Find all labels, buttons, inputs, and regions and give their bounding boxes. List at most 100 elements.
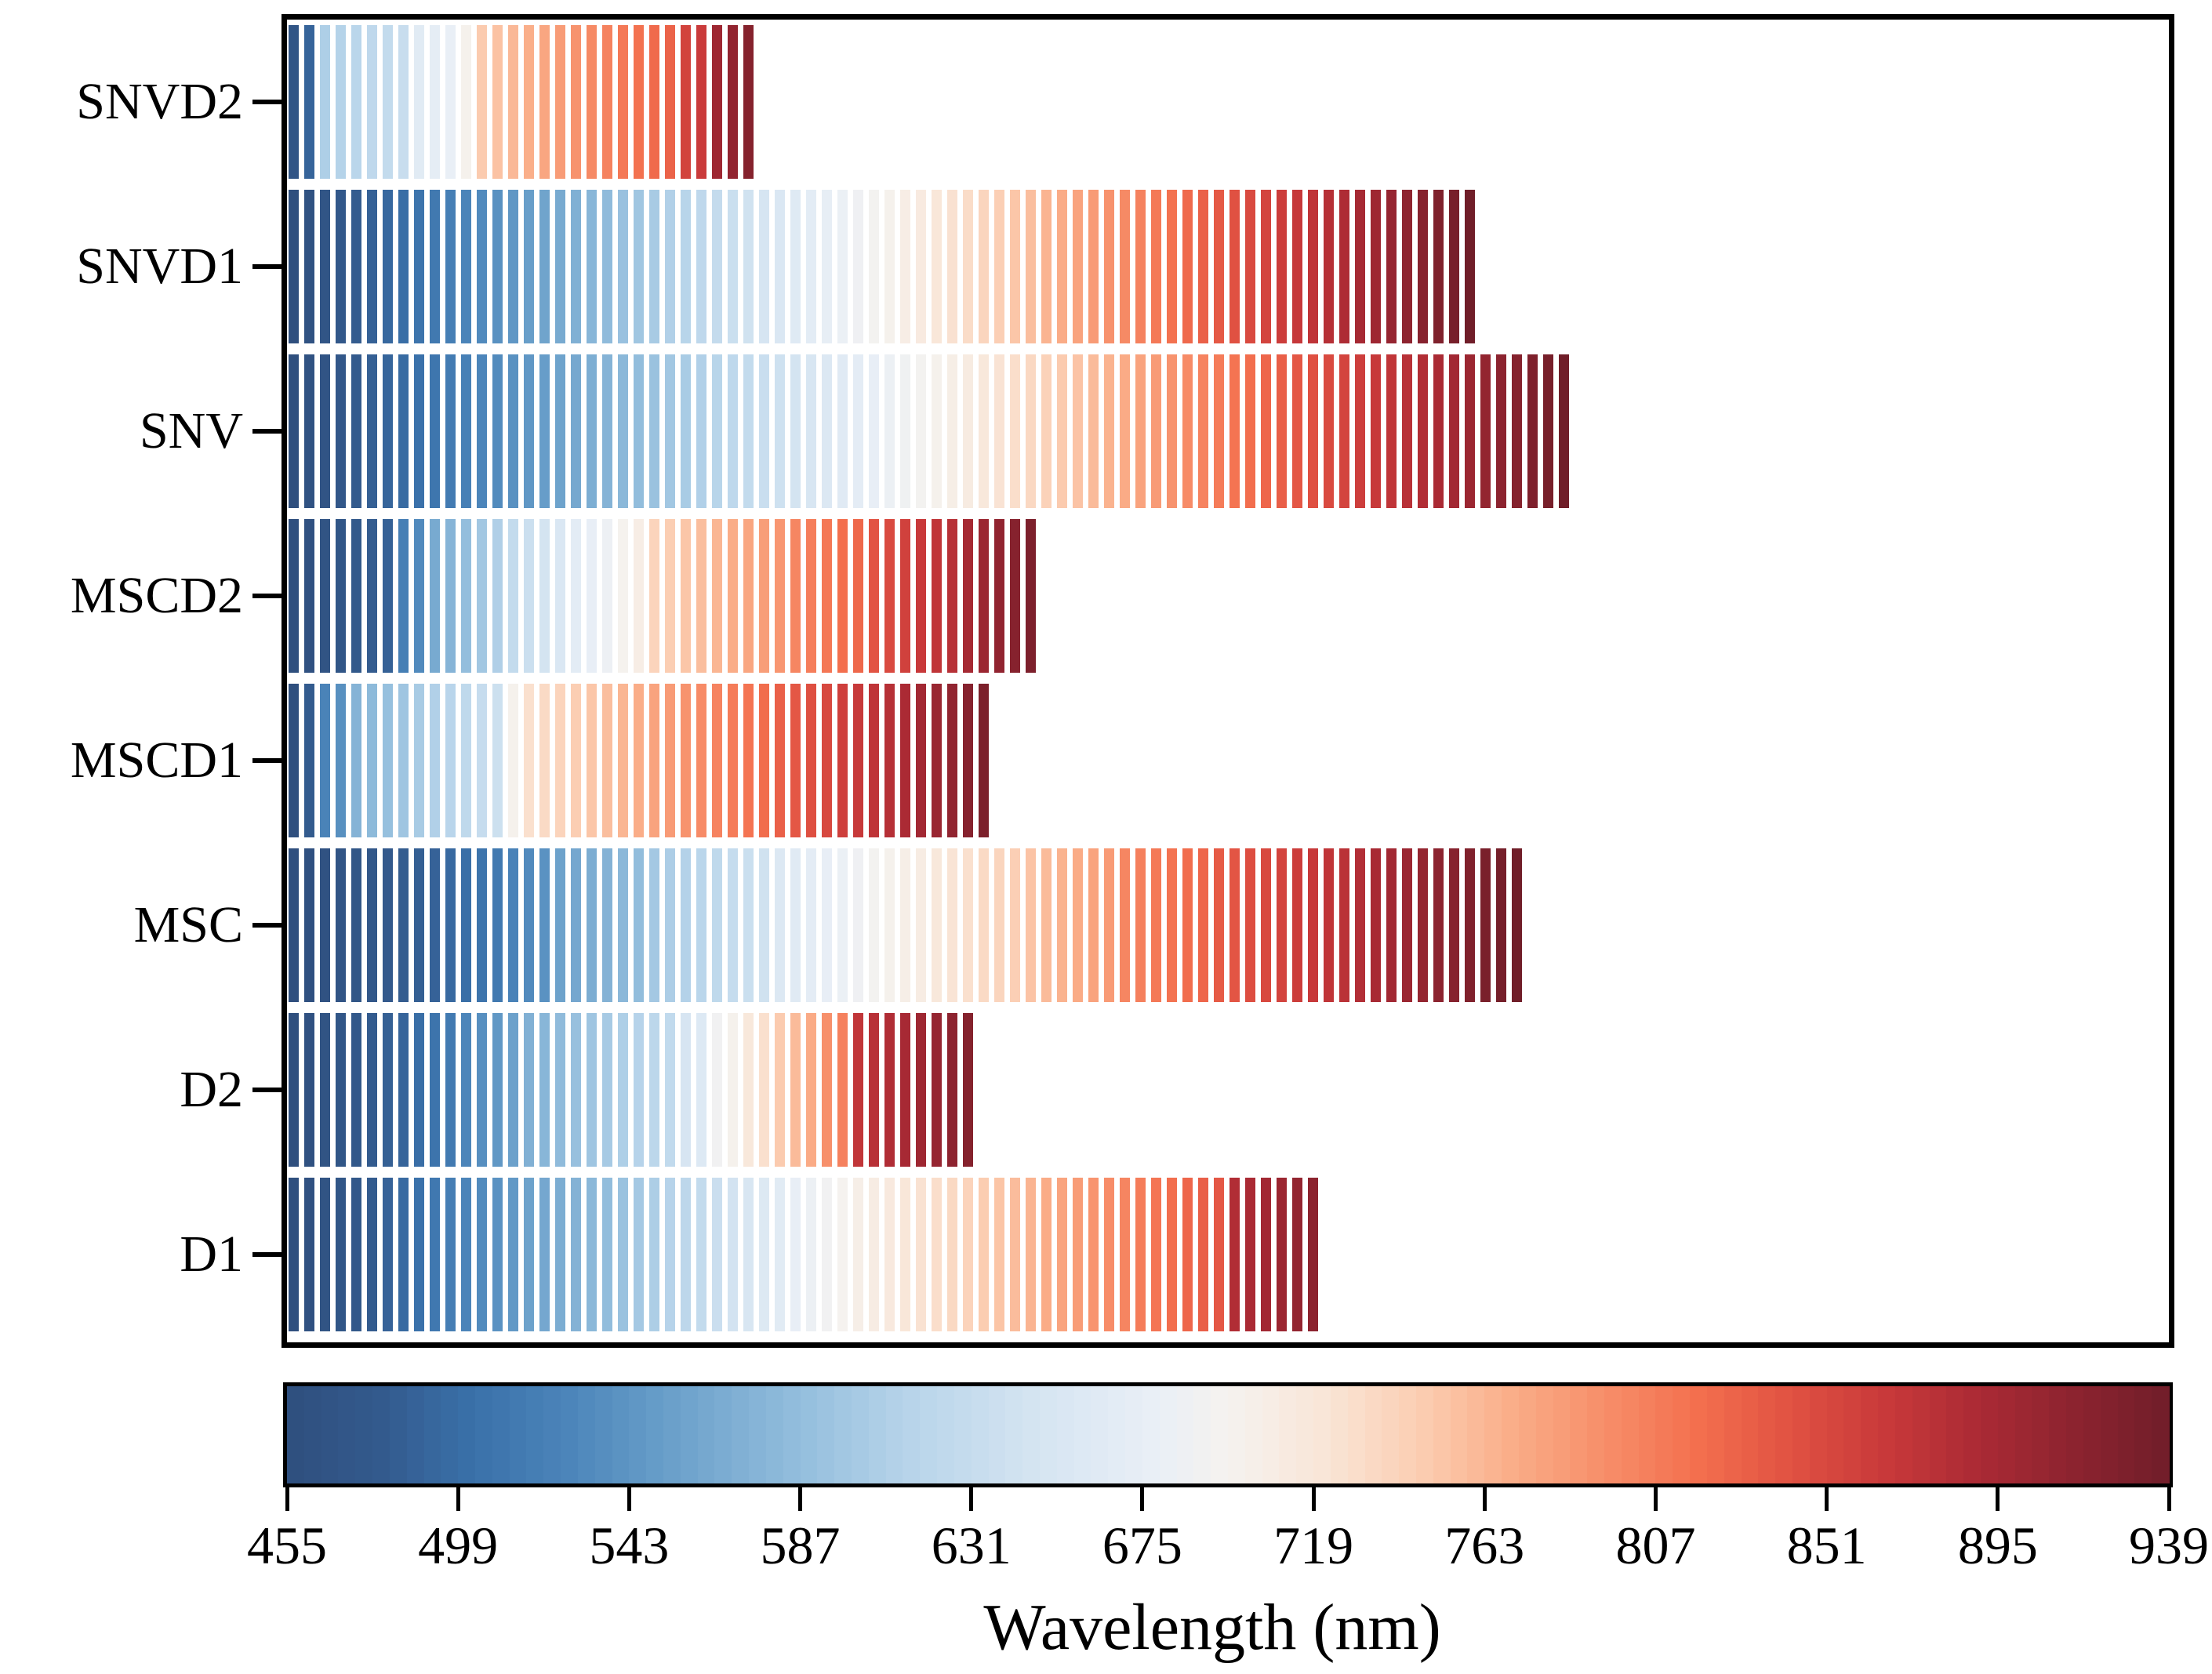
wavelength-stripe xyxy=(790,354,801,508)
wavelength-stripe xyxy=(320,848,330,1002)
wavelength-stripe xyxy=(916,354,926,508)
wavelength-stripe xyxy=(900,519,910,673)
wavelength-stripe xyxy=(1543,354,1553,508)
wavelength-stripe xyxy=(1277,1178,1287,1331)
wavelength-stripe xyxy=(1229,848,1240,1002)
wavelength-stripe xyxy=(743,684,754,837)
wavelength-stripe xyxy=(398,190,409,343)
wavelength-stripe xyxy=(1057,848,1067,1002)
wavelength-stripe xyxy=(445,519,456,673)
wavelength-stripe xyxy=(555,684,565,837)
wavelength-stripe xyxy=(508,25,518,179)
wavelength-stripe xyxy=(1308,1178,1318,1331)
wavelength-stripe xyxy=(837,519,848,673)
wavelength-stripe xyxy=(696,25,706,179)
wavelength-stripe xyxy=(1088,1178,1099,1331)
colorbar-segment xyxy=(441,1386,459,1483)
wavelength-stripe xyxy=(759,848,769,1002)
colorbar-segment xyxy=(1073,1386,1092,1483)
colorbar-segment xyxy=(1741,1386,1759,1483)
y-axis-label-msc: MSC xyxy=(133,896,243,953)
wavelength-stripe xyxy=(1386,848,1397,1002)
wavelength-stripe xyxy=(790,1013,801,1167)
wavelength-stripe xyxy=(320,354,330,508)
wavelength-stripe xyxy=(806,684,816,837)
colorbar-segment xyxy=(1467,1386,1485,1483)
wavelength-stripe xyxy=(398,1013,409,1167)
wavelength-stripe xyxy=(728,519,738,673)
colorbar-segment xyxy=(680,1386,699,1483)
wavelength-stripe xyxy=(477,25,487,179)
wavelength-stripe xyxy=(1167,848,1177,1002)
wavelength-stripe xyxy=(1198,1178,1208,1331)
wavelength-stripe xyxy=(1088,848,1099,1002)
wavelength-stripe xyxy=(1324,190,1334,343)
wavelength-stripe xyxy=(320,1178,330,1331)
wavelength-stripe xyxy=(618,848,628,1002)
colorbar-segment xyxy=(834,1386,852,1483)
wavelength-stripe xyxy=(1214,1178,1224,1331)
wavelength-stripe xyxy=(555,25,565,179)
wavelength-stripe xyxy=(649,1013,659,1167)
colorbar-segment xyxy=(1706,1386,1725,1483)
wavelength-stripe xyxy=(1151,190,1161,343)
wavelength-stripe xyxy=(1182,190,1193,343)
wavelength-stripe xyxy=(398,1178,409,1331)
wavelength-stripe xyxy=(571,519,581,673)
wavelength-stripe xyxy=(1261,1178,1271,1331)
colorbar-tick-label: 939 xyxy=(2129,1516,2209,1575)
wavelength-stripe xyxy=(571,848,581,1002)
wavelength-stripe xyxy=(932,1013,942,1167)
wavelength-stripe xyxy=(837,848,848,1002)
wavelength-stripe xyxy=(1402,190,1412,343)
wavelength-stripe xyxy=(1355,848,1365,1002)
wavelength-stripe xyxy=(1418,190,1428,343)
wavelength-stripe xyxy=(963,1178,973,1331)
wavelength-stripe xyxy=(649,25,659,179)
wavelength-stripe xyxy=(383,190,393,343)
colorbar-tick-label: 895 xyxy=(1957,1516,2038,1575)
wavelength-stripe xyxy=(649,848,659,1002)
wavelength-stripe xyxy=(806,1178,816,1331)
wavelength-stripe xyxy=(336,190,346,343)
wavelength-stripe xyxy=(1182,848,1193,1002)
wavelength-stripe xyxy=(320,684,330,837)
wavelength-stripe xyxy=(336,519,346,673)
wavelength-stripe xyxy=(383,684,393,837)
y-axis-label-snvd2: SNVD2 xyxy=(76,73,243,130)
wavelength-stripe xyxy=(1418,848,1428,1002)
colorbar-segment xyxy=(1758,1386,1776,1483)
y-axis-label-snv: SNV xyxy=(139,402,243,459)
wavelength-stripe xyxy=(916,1178,926,1331)
wavelength-stripe xyxy=(869,519,879,673)
colorbar-segment xyxy=(1502,1386,1520,1483)
colorbar-segment xyxy=(988,1386,1006,1483)
wavelength-stripe xyxy=(1135,848,1146,1002)
wavelength-stripe xyxy=(1465,190,1475,343)
wavelength-stripe xyxy=(947,848,957,1002)
wavelength-stripe xyxy=(665,354,675,508)
wavelength-stripe xyxy=(289,1178,299,1331)
wavelength-stripe xyxy=(461,519,471,673)
wavelength-stripe xyxy=(1041,354,1052,508)
wavelength-stripe xyxy=(1026,190,1036,343)
wavelength-stripe xyxy=(1245,1178,1255,1331)
colorbar-segment xyxy=(868,1386,887,1483)
wavelength-stripe xyxy=(602,190,612,343)
wavelength-stripe xyxy=(492,848,503,1002)
wavelength-stripe xyxy=(665,519,675,673)
wavelength-stripe xyxy=(508,190,518,343)
colorbar-segment xyxy=(1091,1386,1109,1483)
wavelength-stripe xyxy=(759,190,769,343)
colorbar-segment xyxy=(1570,1386,1588,1483)
wavelength-stripe xyxy=(1120,1178,1130,1331)
wavelength-stripe xyxy=(665,25,675,179)
colorbar-segment xyxy=(338,1386,356,1483)
wavelength-stripe xyxy=(351,25,361,179)
wavelength-stripe xyxy=(681,848,691,1002)
colorbar-tick xyxy=(1482,1486,1487,1511)
colorbar-segment xyxy=(1228,1386,1246,1483)
colorbar-segment xyxy=(612,1386,630,1483)
wavelength-stripe xyxy=(1371,848,1381,1002)
wavelength-stripe xyxy=(524,354,534,508)
